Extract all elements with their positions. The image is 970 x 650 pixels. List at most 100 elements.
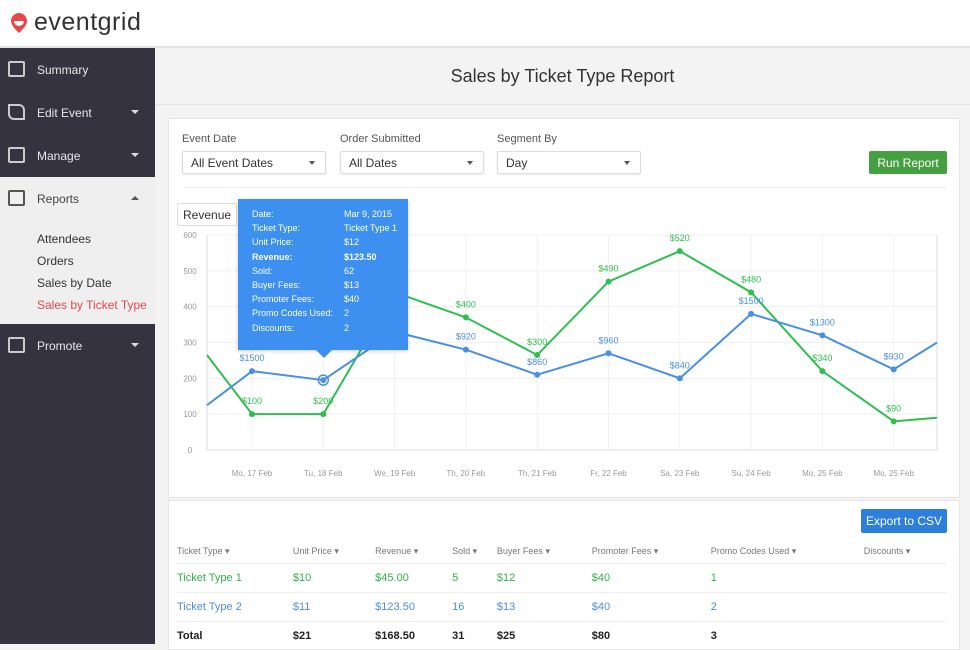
export-csv-button[interactable]: Export to CSV xyxy=(861,509,947,533)
total-row: Total $21 $168.50 31 $25 $80 3 xyxy=(177,621,947,650)
data-point xyxy=(320,377,327,384)
data-label: $400 xyxy=(456,299,476,309)
table-cell: $123.50 xyxy=(375,592,453,622)
table-cell: $12 xyxy=(496,563,592,593)
data-point xyxy=(748,289,755,296)
data-point xyxy=(605,350,612,357)
table-cell: $10 xyxy=(292,563,376,593)
y-tick-label: 200 xyxy=(183,374,197,383)
tooltip-row: Date: Mar 9, 2015 xyxy=(252,209,408,223)
data-label: $1500 xyxy=(239,353,264,363)
segment-by-label: Segment By xyxy=(497,133,557,145)
data-point xyxy=(534,371,541,378)
report-card: Event Date All Event Dates Order Submitt… xyxy=(168,118,960,498)
series-line xyxy=(206,312,938,407)
data-point xyxy=(676,248,683,255)
x-tick-label: Mo, 25 Feb xyxy=(802,469,843,478)
data-point xyxy=(676,375,683,382)
column-header[interactable]: Promo Codes Used xyxy=(710,541,864,564)
data-point xyxy=(534,352,541,359)
sidebar-item-label: Summary xyxy=(37,62,89,77)
sidebar-item-summary[interactable]: Summary xyxy=(0,48,155,91)
logo[interactable]: eventgrid xyxy=(10,8,141,37)
table-card: Export to CSV Ticket TypeUnit PriceReven… xyxy=(168,500,960,650)
table-cell: $25 xyxy=(496,629,516,642)
table-cell: $80 xyxy=(591,629,611,642)
x-tick-label: Fr, 22 Feb xyxy=(590,469,627,478)
x-tick-label: Th, 20 Feb xyxy=(447,469,486,478)
table-cell: 16 xyxy=(452,592,497,622)
sidebar-item-promote[interactable]: Promote xyxy=(0,324,155,367)
bar-chart-icon xyxy=(8,190,25,206)
data-label: $520 xyxy=(670,233,690,243)
segment-by-select[interactable]: Day xyxy=(497,151,641,174)
order-submitted-select[interactable]: All Dates xyxy=(340,151,484,174)
tooltip-value: $123.50 xyxy=(344,251,377,262)
submenu-attendees[interactable]: Attendees xyxy=(37,232,92,246)
table-row: Ticket Type 1 $10 $45.00 5 $12 $40 1 xyxy=(177,563,947,593)
sales-table: Ticket TypeUnit PriceRevenueSoldBuyer Fe… xyxy=(177,541,947,650)
data-point xyxy=(819,368,826,375)
pencil-icon xyxy=(8,104,25,120)
tooltip-row: Ticket Type: Ticket Type 1 xyxy=(252,223,408,237)
submenu-sales-by-ticket-type[interactable]: Sales by Ticket Type xyxy=(37,298,147,312)
table-cell: $40 xyxy=(591,563,711,593)
column-header[interactable]: Ticket Type xyxy=(177,541,293,564)
chevron-down-icon xyxy=(131,343,139,347)
data-point xyxy=(462,346,469,353)
tooltip-row: Discounts: 2 xyxy=(252,323,408,337)
location-pin-icon xyxy=(11,12,27,33)
data-label: $1300 xyxy=(810,317,835,327)
table-cell: $21 xyxy=(292,629,312,642)
table-row: Ticket Type 2 $11 $123.50 16 $13 $40 2 xyxy=(177,592,947,622)
column-header[interactable]: Unit Price xyxy=(292,541,376,564)
metric-select[interactable]: Revenue xyxy=(177,203,237,226)
data-label: $90 xyxy=(886,403,901,413)
data-label: $200 xyxy=(313,396,333,406)
tooltip-key: Buyer Fees: xyxy=(252,279,301,290)
tooltip-key: Promo Codes Used: xyxy=(252,308,334,319)
y-tick-label: 400 xyxy=(183,303,197,312)
x-tick-label: Mo, 17 Feb xyxy=(232,469,273,478)
x-tick-label: Su, 24 Feb xyxy=(732,469,772,478)
table-cell: Ticket Type 1 xyxy=(177,563,293,593)
series-line xyxy=(206,250,938,423)
y-tick-label: 600 xyxy=(183,231,197,240)
tooltip-value: $13 xyxy=(344,279,360,290)
table-cell: $13 xyxy=(496,592,592,622)
table-cell: $168.50 xyxy=(375,629,415,642)
data-label: $340 xyxy=(812,353,832,363)
data-point xyxy=(249,411,255,418)
data-point xyxy=(819,332,826,339)
data-label: $930 xyxy=(884,351,904,361)
run-report-button[interactable]: Run Report xyxy=(869,151,947,174)
table-cell: Total xyxy=(177,629,203,642)
sidebar: Summary Edit Event Manage Reports Attend… xyxy=(0,48,155,644)
column-header[interactable]: Revenue xyxy=(375,541,453,564)
tooltip-value: 62 xyxy=(344,265,355,276)
submenu-sales-by-date[interactable]: Sales by Date xyxy=(37,276,112,290)
tooltip-key: Promoter Fees: xyxy=(252,294,315,305)
y-tick-label: 300 xyxy=(183,339,197,348)
sidebar-item-reports[interactable]: Reports xyxy=(0,177,155,220)
table-cell xyxy=(863,563,947,593)
sidebar-item-edit-event[interactable]: Edit Event xyxy=(0,91,155,134)
chevron-down-icon xyxy=(131,110,139,114)
table-cell xyxy=(864,621,947,650)
brand-name: eventgrid xyxy=(34,8,142,36)
table-cell: $11 xyxy=(292,592,376,622)
column-header[interactable]: Sold xyxy=(452,541,497,564)
summary-icon xyxy=(8,61,25,77)
header: eventgrid xyxy=(0,0,970,48)
column-header[interactable]: Buyer Fees xyxy=(496,541,592,564)
tooltip-key: Unit Price: xyxy=(252,237,294,248)
reports-submenu: Attendees Orders Sales by Date Sales by … xyxy=(0,220,155,324)
submenu-orders[interactable]: Orders xyxy=(37,254,74,268)
event-date-select[interactable]: All Event Dates xyxy=(182,151,326,174)
sidebar-item-manage[interactable]: Manage xyxy=(0,134,155,177)
column-header[interactable]: Discounts xyxy=(863,541,947,564)
table-cell: 2 xyxy=(710,592,864,622)
column-header[interactable]: Promoter Fees xyxy=(591,541,711,564)
table-cell: $40 xyxy=(591,592,711,622)
y-tick-label: 500 xyxy=(183,267,197,276)
